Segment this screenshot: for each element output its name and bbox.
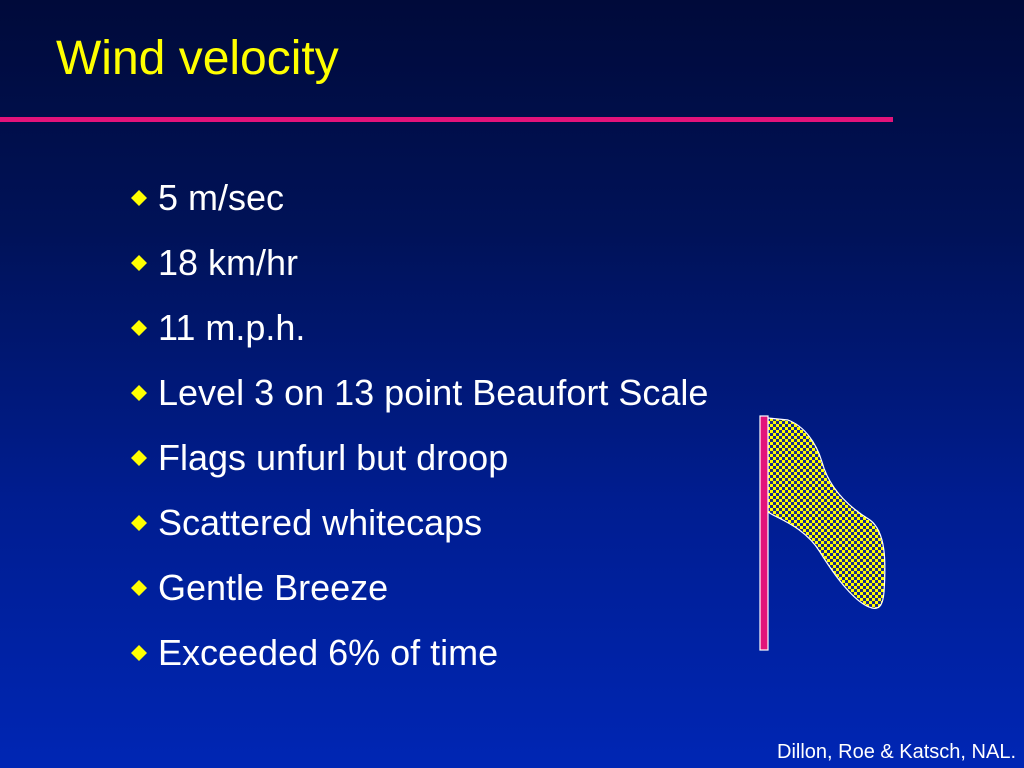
title-underline — [0, 117, 893, 122]
drooping-flag-icon — [759, 415, 886, 651]
slide-title: Wind velocity — [56, 32, 339, 85]
bullet-text: 18 km/hr — [158, 241, 299, 283]
diamond-icon — [131, 644, 147, 661]
bullet-text: Gentle Breeze — [158, 566, 389, 608]
bullet-text: 11 m.p.h. — [158, 306, 306, 348]
bullet-list: 5 m/sec 18 km/hr 11 m.p.h. Level 3 on 13… — [125, 165, 708, 685]
bullet-text: Flags unfurl but droop — [158, 436, 509, 478]
bullet-item: 18 km/hr — [125, 230, 708, 295]
diamond-icon — [131, 449, 147, 466]
diamond-icon — [131, 514, 147, 531]
flag-cloth — [767, 417, 886, 609]
diamond-icon — [131, 384, 147, 401]
bullet-text: Exceeded 6% of time — [158, 631, 499, 673]
bullet-item: Gentle Breeze — [125, 555, 708, 620]
bullet-text: 5 m/sec — [158, 176, 285, 218]
flag-pole — [759, 415, 769, 651]
source-credit: Dillon, Roe & Katsch, NAL. — [777, 741, 1016, 763]
diamond-icon — [131, 579, 147, 596]
bullet-item: Level 3 on 13 point Beaufort Scale — [125, 360, 708, 425]
diamond-icon — [131, 189, 147, 206]
bullet-item: Exceeded 6% of time — [125, 620, 708, 685]
bullet-item: Scattered whitecaps — [125, 490, 708, 555]
bullet-item: Flags unfurl but droop — [125, 425, 708, 490]
bullet-text: Level 3 on 13 point Beaufort Scale — [158, 371, 709, 413]
bullet-text: Scattered whitecaps — [158, 501, 483, 543]
diamond-icon — [131, 254, 147, 271]
diamond-icon — [131, 319, 147, 336]
bullet-item: 5 m/sec — [125, 165, 708, 230]
bullet-item: 11 m.p.h. — [125, 295, 708, 360]
